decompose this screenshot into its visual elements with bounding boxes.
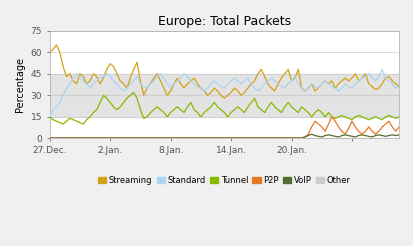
Bar bbox=[50, 74, 398, 95]
Bar bbox=[50, 95, 398, 117]
Legend: Streaming, Standard, Tunnel, P2P, VoIP, Other: Streaming, Standard, Tunnel, P2P, VoIP, … bbox=[95, 173, 353, 188]
Y-axis label: Percentage: Percentage bbox=[15, 57, 25, 112]
Title: Europe: Total Packets: Europe: Total Packets bbox=[157, 15, 290, 28]
